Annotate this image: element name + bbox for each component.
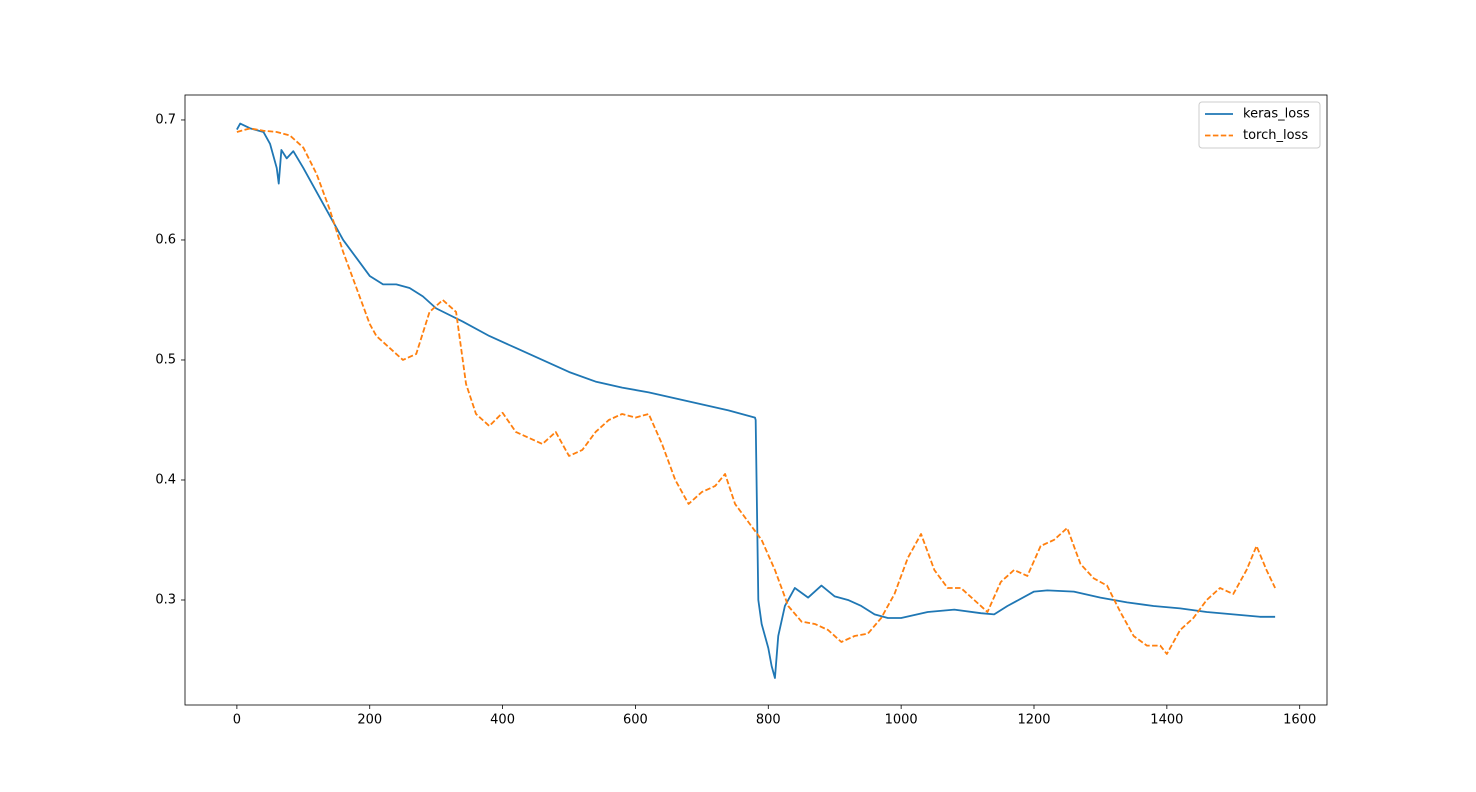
y-tick-label: 0.4	[155, 472, 176, 487]
plot-frame	[184, 94, 1328, 706]
line-series	[236, 127, 1276, 655]
x-tick-label: 1200	[1017, 713, 1050, 728]
x-tick-label: 600	[623, 713, 648, 728]
y-tick-label: 0.3	[155, 592, 176, 607]
x-tick-label: 1000	[885, 713, 918, 728]
y-tick-label: 0.5	[155, 352, 176, 367]
legend-label: keras_loss	[1243, 107, 1310, 122]
x-tick-label: 800	[756, 713, 781, 728]
x-tick-label: 400	[490, 713, 515, 728]
x-tick-label: 0	[233, 713, 241, 728]
legend-label: torch_loss	[1243, 128, 1308, 143]
x-tick-label: 1600	[1283, 713, 1316, 728]
x-tick-label: 1400	[1150, 713, 1183, 728]
y-tick-label: 0.6	[155, 232, 176, 247]
y-tick-label: 0.7	[155, 112, 176, 127]
legend: keras_loss torch_loss	[1198, 101, 1321, 149]
x-tick-label: 200	[357, 713, 382, 728]
line-series	[236, 122, 1276, 679]
